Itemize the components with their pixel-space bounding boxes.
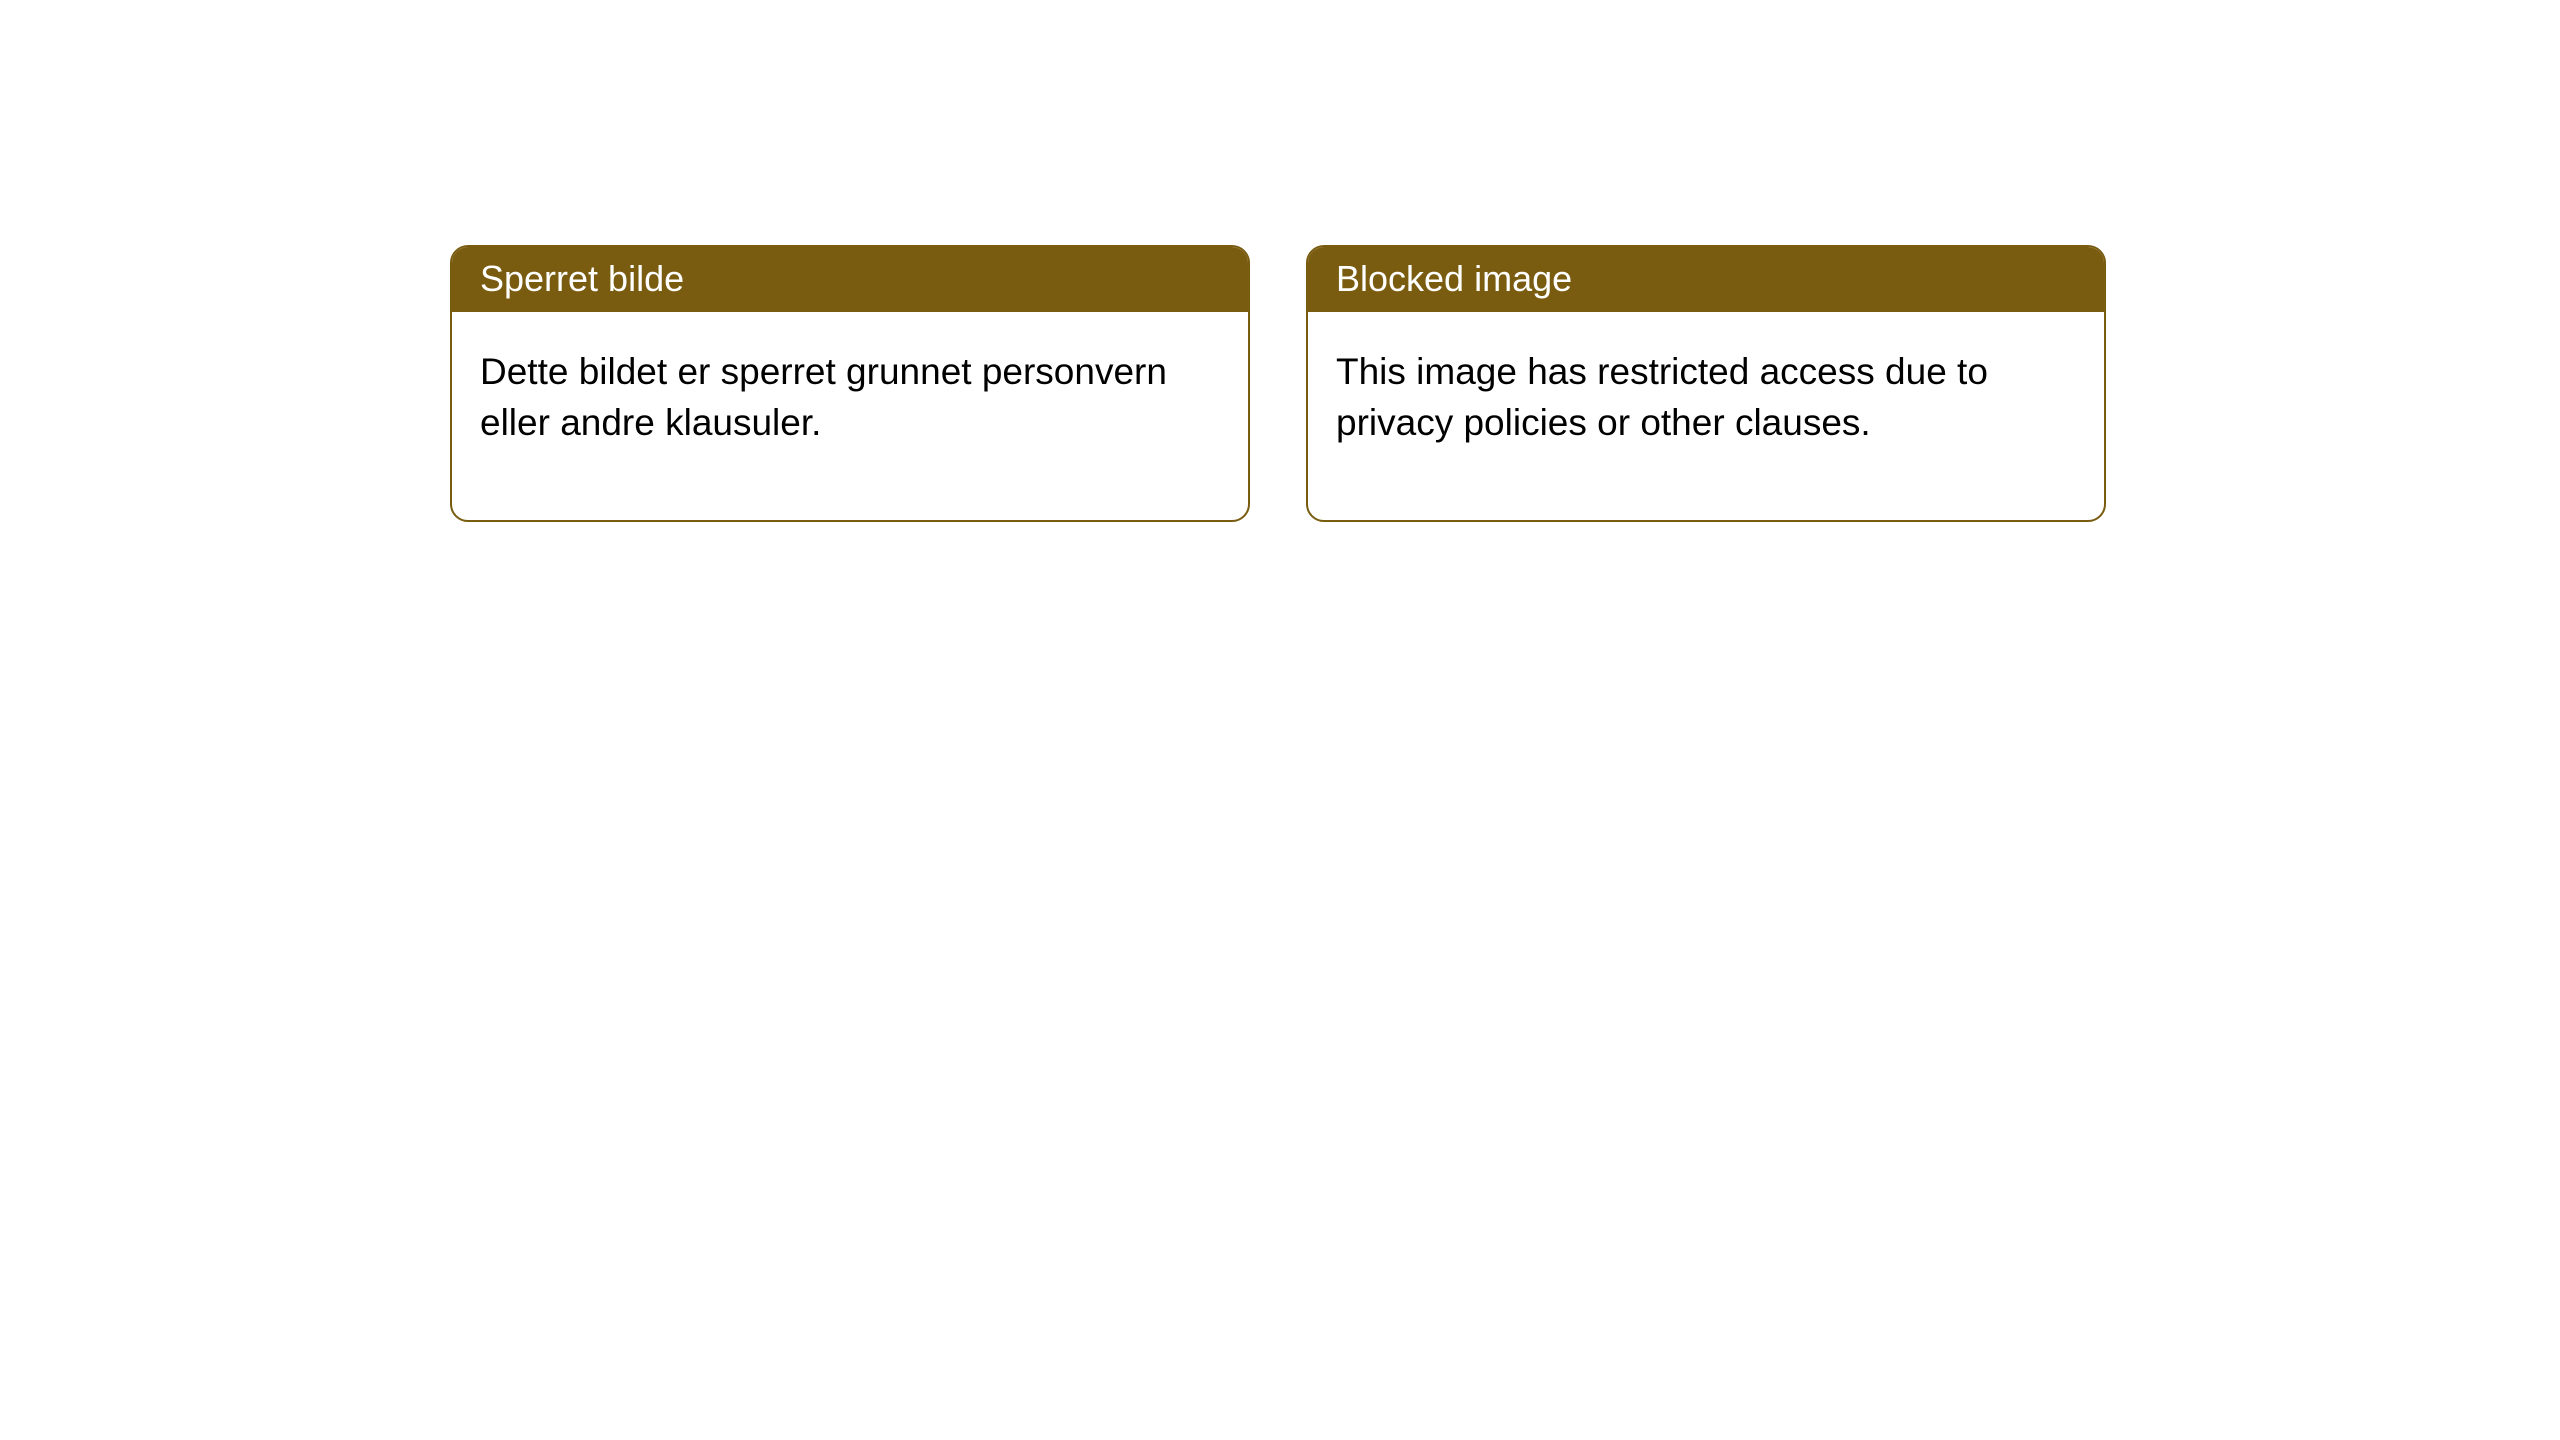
notice-header: Blocked image xyxy=(1308,247,2104,312)
notice-container: Sperret bilde Dette bildet er sperret gr… xyxy=(0,0,2560,522)
notice-card-norwegian: Sperret bilde Dette bildet er sperret gr… xyxy=(450,245,1250,522)
notice-card-english: Blocked image This image has restricted … xyxy=(1306,245,2106,522)
notice-header: Sperret bilde xyxy=(452,247,1248,312)
notice-body: Dette bildet er sperret grunnet personve… xyxy=(452,312,1248,520)
notice-body: This image has restricted access due to … xyxy=(1308,312,2104,520)
